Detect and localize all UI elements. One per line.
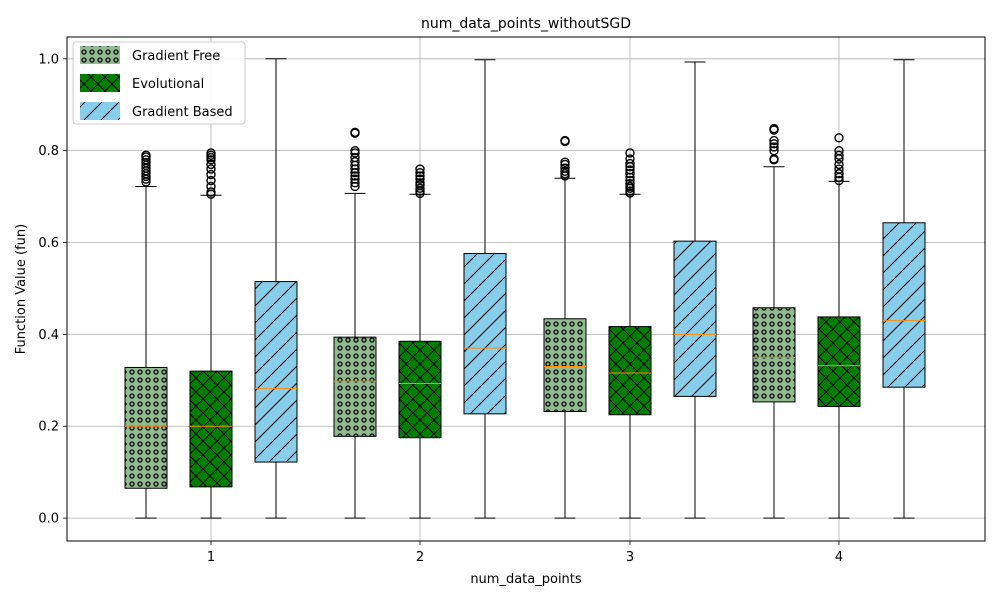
y-tick-label: 1.0 [38,52,59,67]
box-hatch [543,318,587,413]
outlier-point [834,168,844,179]
outlier-point [625,148,635,158]
box-circles [752,123,796,519]
x-tick-label: 3 [626,550,634,565]
box-hatch [463,253,507,415]
boxes [124,58,926,519]
outlier-point [625,165,635,175]
outlier-point [206,169,216,180]
box-hatch [398,340,442,439]
box-hatch [673,240,717,397]
outlier-point [769,139,779,149]
outlier-point [560,166,570,177]
outlier-point [141,150,151,160]
outlier-point [560,135,570,146]
box-diagonal [673,61,717,519]
outlier-point [350,178,360,188]
outlier-point [834,175,844,186]
outlier-point [415,183,425,194]
legend-label: Gradient Based [132,105,233,120]
outlier-point [834,164,844,174]
x-tick-label: 4 [835,550,843,565]
box-crosshatch [817,133,861,519]
outlier-point [141,155,151,165]
outlier-point [206,187,216,197]
box-circles [543,135,587,519]
y-tick-label: 0.4 [38,328,59,343]
outlier-point [415,164,425,174]
box-hatch [189,370,233,488]
outlier-point [415,168,425,178]
box-crosshatch [189,148,233,519]
box-crosshatch [398,164,442,519]
legend-swatch-hatch [80,102,120,120]
outlier-point [625,175,635,186]
outlier-point [350,174,360,184]
box-diagonal [254,58,298,519]
box-hatch [752,307,796,403]
box-crosshatch [608,148,652,519]
outlier-point [206,148,216,158]
plot-frame [66,36,986,542]
x-axis-label: num_data_points [470,572,582,587]
outlier-point [350,156,360,167]
outlier-point [560,157,570,167]
outlier-point [769,142,779,152]
outlier-point [560,163,570,173]
x-tick-label: 1 [207,550,215,565]
outlier-point [769,135,779,146]
outlier-point [206,164,216,174]
outlier-point [834,159,844,170]
outlier-point [625,181,635,192]
box-hatch [254,281,298,463]
outlier-point [834,133,844,143]
outlier-point [415,178,425,188]
box-hatch [608,326,652,416]
outlier-point [206,159,216,170]
outlier-point [206,175,216,186]
outlier-point [769,145,779,156]
x-axis-ticks: 1 2 3 4 [207,541,843,565]
chart-title: num_data_points_withoutSGD [421,16,631,32]
outlier-point [625,154,635,164]
box-circles [333,127,377,519]
y-axis-label: Function Value (fun) [14,224,29,354]
y-axis-ticks: 0.0 0.2 0.4 0.6 0.8 1.0 [38,52,67,527]
legend-swatch-hatch [80,74,120,92]
y-tick-label: 0.0 [38,512,59,527]
outlier-point [625,168,635,179]
outlier-point [625,158,635,169]
outlier-point [415,174,425,184]
outlier-point [834,145,844,156]
outlier-point [834,150,844,160]
legend-swatch-hatch [80,46,120,64]
outlier-point [350,171,360,181]
x-tick-label: 2 [416,550,424,565]
y-tick-label: 0.6 [38,236,59,251]
box-circles [124,150,168,519]
box-hatch [333,336,377,437]
outlier-point [350,127,360,137]
box-diagonal [882,59,926,519]
legend-label: Gradient Free [132,49,220,64]
legend-label: Evolutional [132,77,204,92]
box-hatch [817,316,861,407]
outlier-point [350,152,360,163]
y-tick-label: 0.8 [38,144,59,159]
box-hatch [882,222,926,388]
legend: Gradient Free Evolutional Gradient Based [72,41,246,125]
y-tick-label: 0.2 [38,420,59,435]
box-diagonal [463,59,507,519]
outlier-point [625,179,635,189]
outlier-point [415,171,425,181]
outlier-point [769,123,779,134]
box-hatch [124,366,168,489]
outlier-point [206,181,216,192]
outlier-point [350,145,360,156]
